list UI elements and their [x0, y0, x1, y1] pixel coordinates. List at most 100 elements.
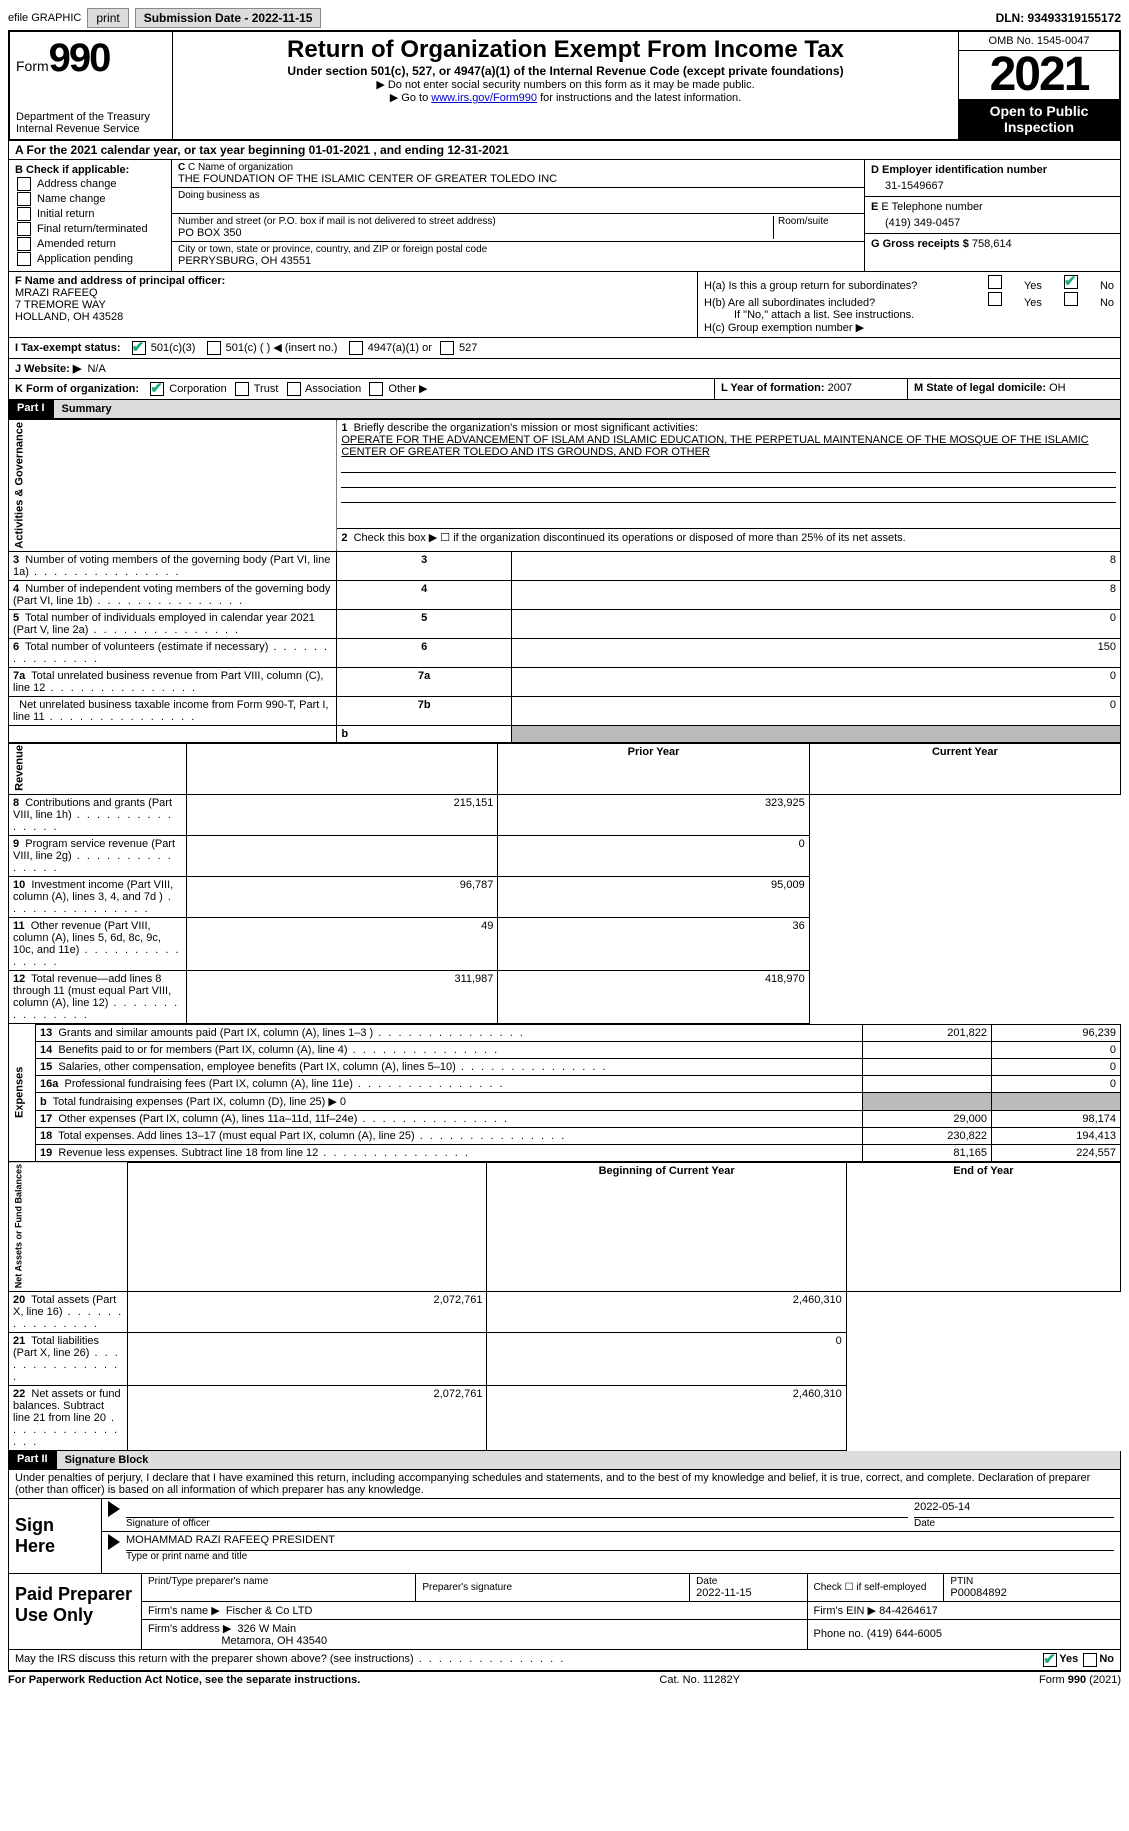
na-row-20: 20 Total assets (Part X, line 16)2,072,7…: [9, 1291, 1121, 1332]
part1-hdr: Part I: [9, 400, 53, 418]
i-501c3[interactable]: [132, 341, 146, 355]
footer-center: Cat. No. 11282Y: [659, 1674, 740, 1686]
row-j: J Website: ▶ N/A: [8, 359, 1121, 379]
prior-year-hdr: Prior Year: [498, 743, 809, 794]
open-inspection: Open to Public Inspection: [959, 99, 1119, 139]
name-label: Type or print name and title: [126, 1551, 1114, 1562]
expense-row-b: b Total fundraising expenses (Part IX, c…: [9, 1092, 1121, 1110]
part2-hdr: Part II: [9, 1451, 56, 1469]
summary-table: Activities & Governance 1 Briefly descri…: [8, 419, 1121, 743]
street: PO BOX 350: [178, 227, 769, 239]
header-right: OMB No. 1545-0047 2021 Open to Public In…: [959, 32, 1119, 139]
d-label: D Employer identification number: [871, 164, 1114, 176]
g-label: G Gross receipts $: [871, 238, 969, 250]
org-name: THE FOUNDATION OF THE ISLAMIC CENTER OF …: [178, 173, 858, 185]
date-label: Date: [914, 1518, 1114, 1529]
officer-name: MRAZI RAFEEQ: [15, 287, 691, 299]
declaration: Under penalties of perjury, I declare th…: [8, 1470, 1121, 1499]
header-mid: Return of Organization Exempt From Incom…: [173, 32, 959, 139]
i-4947[interactable]: [349, 341, 363, 355]
i-o1: 501(c)(3): [151, 342, 196, 354]
k-other[interactable]: [369, 382, 383, 396]
form-title: Return of Organization Exempt From Incom…: [179, 36, 952, 64]
prep-date: 2022-11-15: [696, 1587, 800, 1599]
m-val: OH: [1049, 382, 1066, 394]
firm-name: Fischer & Co LTD: [226, 1605, 313, 1617]
summary-row-7b: Net unrelated business taxable income fr…: [9, 696, 1121, 725]
part1-header: Part I Summary: [8, 400, 1121, 419]
dt-lbl: Date: [696, 1576, 800, 1587]
checkbox-address-change[interactable]: Address change: [15, 177, 165, 191]
k-trust[interactable]: [235, 382, 249, 396]
expense-row-14: 14 Benefits paid to or for members (Part…: [9, 1041, 1121, 1058]
expense-row-18: 18 Total expenses. Add lines 13–17 (must…: [9, 1127, 1121, 1144]
room-label: Room/suite: [778, 216, 858, 227]
summary-row-7a: 7a Total unrelated business revenue from…: [9, 667, 1121, 696]
ha-label: H(a) Is this a group return for subordin…: [704, 280, 966, 292]
checkbox-name-change[interactable]: Name change: [15, 192, 165, 206]
i-o3: 4947(a)(1) or: [368, 342, 432, 354]
ein-lbl: Firm's EIN ▶: [814, 1605, 877, 1617]
dba-label: Doing business as: [178, 190, 858, 201]
ha-yes[interactable]: [988, 275, 1002, 289]
form-label: Form: [16, 58, 49, 74]
may-text: May the IRS discuss this return with the…: [15, 1653, 1041, 1667]
b-header: B Check if applicable:: [15, 164, 165, 176]
hb-yes[interactable]: [988, 292, 1002, 306]
revenue-row-12: 12 Total revenue—add lines 8 through 11 …: [9, 970, 1121, 1023]
header-left: Form990 Department of the Treasury Inter…: [10, 32, 173, 139]
hc-label: H(c) Group exemption number ▶: [704, 321, 1114, 334]
m-label: M State of legal domicile:: [914, 382, 1046, 394]
row-a: A For the 2021 calendar year, or tax yea…: [8, 141, 1121, 160]
may-no-lbl: No: [1099, 1653, 1114, 1667]
pn-lbl: Print/Type preparer's name: [148, 1576, 409, 1587]
submission-date[interactable]: Submission Date - 2022-11-15: [135, 8, 322, 28]
revenue-row-8: 8 Contributions and grants (Part VIII, l…: [9, 794, 1121, 835]
officer-addr1: 7 TREMORE WAY: [15, 299, 691, 311]
checkbox-application-pending[interactable]: Application pending: [15, 252, 165, 266]
i-o4: 527: [459, 342, 477, 354]
tax-year: 2021: [959, 51, 1119, 99]
note2-a: ▶ Go to: [390, 92, 431, 104]
summary-row-4: 4 Number of independent voting members o…: [9, 580, 1121, 609]
i-501c[interactable]: [207, 341, 221, 355]
na-row-21: 21 Total liabilities (Part X, line 26)0: [9, 1332, 1121, 1385]
hb-note: If "No," attach a list. See instructions…: [704, 309, 1114, 321]
may-yes[interactable]: [1043, 1653, 1057, 1667]
f-cell: F Name and address of principal officer:…: [9, 272, 698, 337]
irs-link[interactable]: www.irs.gov/Form990: [431, 92, 537, 104]
row-klm: K Form of organization: Corporation Trus…: [8, 379, 1121, 400]
summary-row-6: 6 Total number of volunteers (estimate i…: [9, 638, 1121, 667]
officer-print: MOHAMMAD RAZI RAFEEQ PRESIDENT: [126, 1534, 1114, 1551]
col-d: D Employer identification number 31-1549…: [865, 160, 1120, 271]
dept-label: Department of the Treasury Internal Reve…: [16, 111, 166, 135]
ptin: P00084892: [950, 1587, 1114, 1599]
arrow-icon2: [108, 1534, 120, 1550]
se-lbl: Check ☐ if self-employed: [814, 1582, 938, 1593]
i-527[interactable]: [440, 341, 454, 355]
expense-row-13: Expenses13 Grants and similar amounts pa…: [9, 1024, 1121, 1041]
checkbox-final-return-terminated[interactable]: Final return/terminated: [15, 222, 165, 236]
revenue-row-11: 11 Other revenue (Part VIII, column (A),…: [9, 917, 1121, 970]
hb-no[interactable]: [1064, 292, 1078, 306]
k-association[interactable]: [287, 382, 301, 396]
may-discuss: May the IRS discuss this return with the…: [8, 1650, 1121, 1671]
sign-block: Sign Here Signature of officer 2022-05-1…: [8, 1499, 1121, 1574]
k-corporation[interactable]: [150, 382, 164, 396]
k-label: K Form of organization:: [15, 383, 139, 395]
top-bar: efile GRAPHIC print Submission Date - 20…: [8, 8, 1121, 28]
print-button[interactable]: print: [87, 8, 128, 28]
h-cell: H(a) Is this a group return for subordin…: [698, 272, 1120, 337]
row-i: I Tax-exempt status: 501(c)(3) 501(c) ( …: [8, 338, 1121, 359]
may-no[interactable]: [1083, 1653, 1097, 1667]
e-lbl-text: E Telephone number: [881, 201, 982, 213]
ha-no[interactable]: [1064, 275, 1078, 289]
checkbox-initial-return[interactable]: Initial return: [15, 207, 165, 221]
yes-lbl2: Yes: [1024, 297, 1042, 309]
street-label: Number and street (or P.O. box if mail i…: [178, 216, 769, 227]
l2-text: Check this box ▶ ☐ if the organization d…: [354, 532, 906, 544]
f-label: F Name and address of principal officer:: [15, 275, 691, 287]
checkbox-amended-return[interactable]: Amended return: [15, 237, 165, 251]
city: PERRYSBURG, OH 43551: [178, 255, 858, 267]
part1-title: Summary: [53, 400, 1120, 418]
